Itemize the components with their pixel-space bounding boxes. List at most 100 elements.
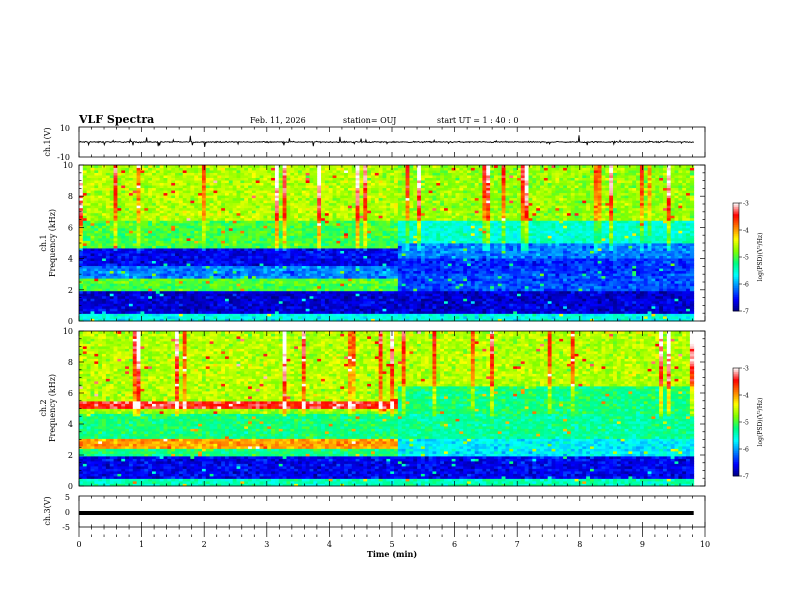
spectrogram-cell (217, 280, 222, 284)
spectrogram-cell (255, 275, 260, 279)
spectrogram-cell (121, 177, 126, 181)
spectrogram-cell (178, 255, 184, 259)
spectrogram-cell (274, 263, 280, 267)
spectrogram-cell (367, 170, 372, 173)
spectrogram-cell (324, 250, 330, 254)
spectrogram-cell (148, 197, 153, 201)
spectrogram-cell (105, 215, 111, 219)
spectrogram-cell (248, 260, 253, 264)
spectrogram-cell (221, 165, 226, 168)
spectrogram-cell (290, 240, 295, 244)
spectrogram-cell (374, 283, 380, 287)
spectrogram-cell (79, 245, 84, 249)
spectrogram-cell (255, 280, 260, 284)
spectrogram-cell (255, 175, 260, 178)
spectrogram-cell (282, 313, 287, 317)
spectrogram-cell (251, 232, 257, 236)
spectrogram-cell (117, 280, 122, 284)
spectrogram-cell (248, 235, 253, 239)
spectrogram-cell (128, 225, 134, 229)
spectrogram-cell (152, 270, 157, 274)
spectrogram-cell (371, 225, 376, 229)
spectrogram-cell (217, 207, 222, 211)
spectrogram-cell (105, 172, 111, 176)
spectrogram-cell (144, 225, 149, 229)
spectrogram-cell (136, 210, 141, 214)
spectrogram-cell (374, 243, 380, 246)
spectrogram-cell (117, 165, 122, 168)
spectrogram-cell (167, 187, 172, 191)
spectrogram-cell (217, 293, 222, 297)
spectrogram-cell (205, 227, 211, 231)
spectrogram-cell (290, 305, 295, 309)
spectrogram-cell (351, 200, 357, 204)
spectrogram-cell (313, 217, 318, 221)
spectrogram-cell (148, 232, 153, 236)
spectrogram-cell (167, 303, 172, 307)
spectrogram-cell (336, 195, 341, 199)
spectrogram-cell (213, 268, 218, 272)
spectrogram-cell (248, 165, 253, 168)
spectrogram-cell (251, 295, 257, 299)
spectrogram-cell (186, 288, 191, 292)
spectrogram-cell (121, 192, 126, 196)
spectrogram-cell (105, 182, 111, 186)
spectrogram-cell (332, 250, 337, 254)
spectrogram-cell (278, 290, 284, 294)
spectrogram-cell (136, 227, 141, 231)
spectrogram-cell (244, 222, 249, 226)
spectrogram-cell (347, 207, 353, 211)
spectrogram-cell (274, 232, 280, 236)
spectrogram-cell (263, 187, 268, 191)
spectrogram-cell (198, 217, 203, 221)
spectrogram-cell (340, 265, 345, 269)
spectrogram-cell (144, 232, 149, 236)
spectrogram-cell (225, 220, 230, 224)
spectrogram-cell (251, 270, 257, 274)
spectrogram-cell (290, 278, 295, 282)
spectrogram-cell (178, 275, 184, 279)
spectrogram-cell (94, 283, 99, 287)
spectrogram-cell (213, 260, 218, 264)
spectrogram-cell (236, 248, 241, 251)
spectrogram-cell (278, 283, 284, 287)
spectrogram-cell (105, 273, 111, 277)
spectrogram-cell (175, 167, 180, 171)
spectrogram-cell (251, 263, 257, 267)
spectrogram-cell (109, 265, 114, 269)
spectrogram-cell (209, 250, 214, 254)
spectrogram-cell (79, 200, 84, 204)
spectrogram-cell (336, 270, 341, 274)
spectrogram-cell (271, 273, 276, 277)
spectrogram-cell (128, 290, 134, 294)
spectrogram-cell (82, 207, 88, 211)
spectrogram-cell (102, 172, 107, 176)
spectrogram-cell (132, 283, 138, 287)
spectrogram-cell (109, 318, 114, 322)
spectrogram-cell (263, 303, 268, 307)
spectrogram-cell (194, 172, 199, 176)
spectrogram-cell (113, 210, 118, 214)
spectrogram-cell (163, 210, 168, 214)
spectrogram-cell (190, 248, 195, 251)
spectrogram-cell (198, 230, 203, 234)
spectrogram-cell (267, 217, 272, 221)
spectrogram-cell (140, 225, 145, 229)
spectrogram-cell (340, 318, 345, 322)
spectrogram-cell (209, 265, 214, 269)
spectrogram-cell (286, 170, 291, 173)
spectrogram-cell (109, 197, 114, 201)
spectrogram-cell (217, 288, 222, 292)
spectrogram-cell (282, 303, 287, 307)
spectrogram-cell (344, 177, 349, 181)
spectrogram-cell (105, 298, 111, 302)
spectrogram-cell (148, 180, 153, 184)
spectrogram-cell (198, 253, 203, 256)
spectrogram-cell (305, 285, 310, 289)
spectrogram-cell (209, 260, 214, 264)
spectrogram-cell (79, 293, 84, 297)
spectrogram-cell (363, 190, 368, 194)
spectrogram-cell (98, 243, 103, 246)
spectrogram-cell (109, 305, 114, 309)
spectrogram-cell (374, 237, 380, 241)
